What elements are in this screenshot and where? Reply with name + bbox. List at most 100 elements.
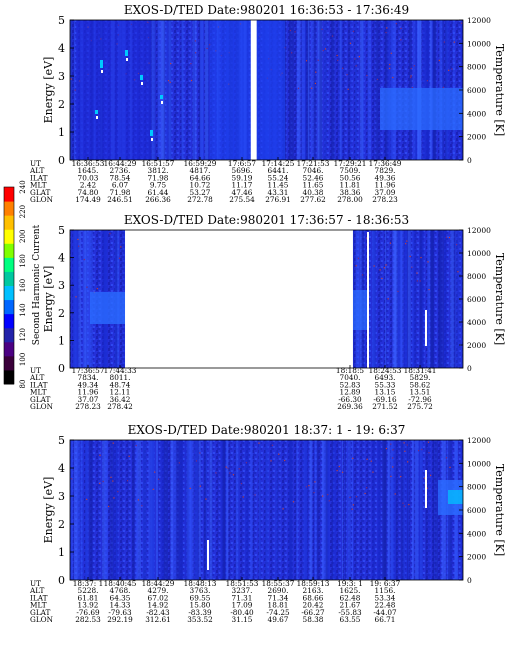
spectrogram-speckle [389, 63, 391, 66]
spectrogram-speckle [128, 455, 130, 457]
spectrogram-speckle [386, 27, 388, 29]
spectrogram-speckle [417, 449, 420, 452]
spectrogram-streak [78, 230, 82, 368]
spectrogram-streak [314, 20, 317, 160]
spectrogram-streak [360, 20, 364, 160]
table-cell: -66.27 [301, 608, 325, 617]
y-tick-label: 2 [58, 307, 65, 320]
spectrogram-speckle [424, 477, 426, 479]
spectrogram-streak [407, 230, 411, 368]
spectrogram-streak [184, 440, 187, 580]
y2-tick-label: 6000 [467, 295, 486, 304]
colorbar-swatch [4, 299, 14, 315]
table-cell: 6.07 [112, 181, 129, 190]
table-cell: 50.56 [340, 173, 361, 182]
spectrogram-streak [83, 230, 87, 368]
spectrogram-streak [434, 440, 438, 580]
spectrogram-streak [296, 20, 301, 160]
table-cell: 282.53 [75, 615, 101, 624]
table-cell: 17:36:57 [72, 366, 105, 375]
y-tick-label: 3 [58, 490, 65, 503]
y-tick-label: 2 [58, 518, 65, 531]
table-cell: 17:6:57 [228, 159, 256, 168]
spectrogram-speckle [305, 486, 308, 488]
spectrogram-streak [250, 440, 253, 580]
panels: EXOS-D/TED Date:980201 16:36:53 - 17:36:… [29, 3, 505, 624]
table-cell: 20.42 [303, 601, 324, 610]
spectrogram-speckle [195, 460, 198, 462]
spectrogram-speckle [135, 444, 137, 447]
spectrogram-streak [414, 440, 419, 580]
spectrogram-streak [411, 440, 414, 580]
table-cell: 6441. [268, 166, 289, 175]
spectrogram-speckle [373, 265, 375, 267]
table-cell: 4817. [190, 166, 211, 175]
spectrogram-speckle [355, 496, 358, 498]
table-cell: 70.03 [78, 173, 99, 182]
y2-tick-label: 10000 [467, 249, 491, 258]
spectrogram-streak [105, 440, 108, 580]
y-tick-label: 0 [58, 154, 65, 167]
colorbar-tick-label: 220 [19, 205, 27, 218]
cyan-feature [160, 95, 163, 99]
y-tick-label: 2 [58, 98, 65, 111]
spectrogram-streak [457, 230, 460, 368]
table-cell: 11.96 [78, 388, 99, 397]
spectrogram-streak [323, 440, 328, 580]
table-row-label: ALT [29, 166, 45, 175]
spectrogram-streak [226, 440, 229, 580]
y2-tick-label: 12000 [467, 436, 491, 445]
table-row-label: ALT [29, 373, 45, 382]
spectrogram-speckle [238, 468, 240, 470]
table-cell: 68.66 [303, 593, 324, 602]
spectrogram-speckle [120, 246, 122, 248]
spectrogram-speckle [322, 49, 324, 52]
spectrogram-speckle [352, 504, 354, 506]
spectrogram-streak [142, 440, 147, 580]
spectrogram-streak [392, 230, 397, 368]
spectrogram-streak [372, 440, 376, 580]
table-cell: 15.80 [190, 601, 211, 610]
spectrogram-streak [165, 20, 170, 160]
spectrogram-speckle [167, 80, 170, 82]
spectrogram-speckle [170, 62, 172, 65]
spectrogram-streak [340, 20, 342, 160]
table-row-label: UT [30, 159, 41, 168]
table-cell: 5696. [232, 166, 253, 175]
spectrogram-speckle [74, 89, 76, 91]
table-cell: 62.48 [340, 593, 361, 602]
white-feature [96, 116, 98, 119]
cyan-feature [100, 60, 103, 68]
spectrogram-speckle [141, 505, 143, 507]
table-cell: 3812. [148, 166, 169, 175]
spectrogram-speckle [126, 480, 129, 482]
spectrogram-speckle [364, 492, 366, 495]
spectrogram-speckle [199, 485, 201, 487]
spectrogram-speckle [443, 41, 445, 43]
spectrogram-speckle [405, 243, 407, 245]
spectrogram-streak [419, 230, 423, 368]
spectrogram-streak [425, 440, 427, 580]
table-cell: 49.36 [375, 173, 396, 182]
spectrogram-speckle [194, 52, 197, 54]
spectrogram-streak [417, 440, 421, 580]
spectrogram-speckle [178, 462, 180, 464]
table-cell: 11.17 [232, 181, 253, 190]
spectrogram-streak [304, 20, 306, 160]
table-cell: 66.71 [375, 615, 396, 624]
spectrogram-speckle [410, 75, 412, 77]
spectrogram-speckle [314, 481, 316, 483]
colorbar: 80 100 120 140 160 180 200 220 240 Second Harmoni… [3, 180, 42, 388]
spectrogram-speckle [337, 59, 339, 61]
spectrogram-streak [170, 440, 174, 580]
spectrogram-streak [351, 440, 354, 580]
table-cell: -82.43 [146, 608, 170, 617]
spectrogram-streak [135, 440, 138, 580]
spectrogram-streak [316, 440, 319, 580]
table-cell: 2163. [303, 586, 324, 595]
spectrogram-streak [331, 20, 335, 160]
table-cell: 8011. [110, 373, 131, 382]
spectrogram-speckle [383, 267, 386, 269]
colorbar-tick-label: 140 [19, 303, 27, 316]
